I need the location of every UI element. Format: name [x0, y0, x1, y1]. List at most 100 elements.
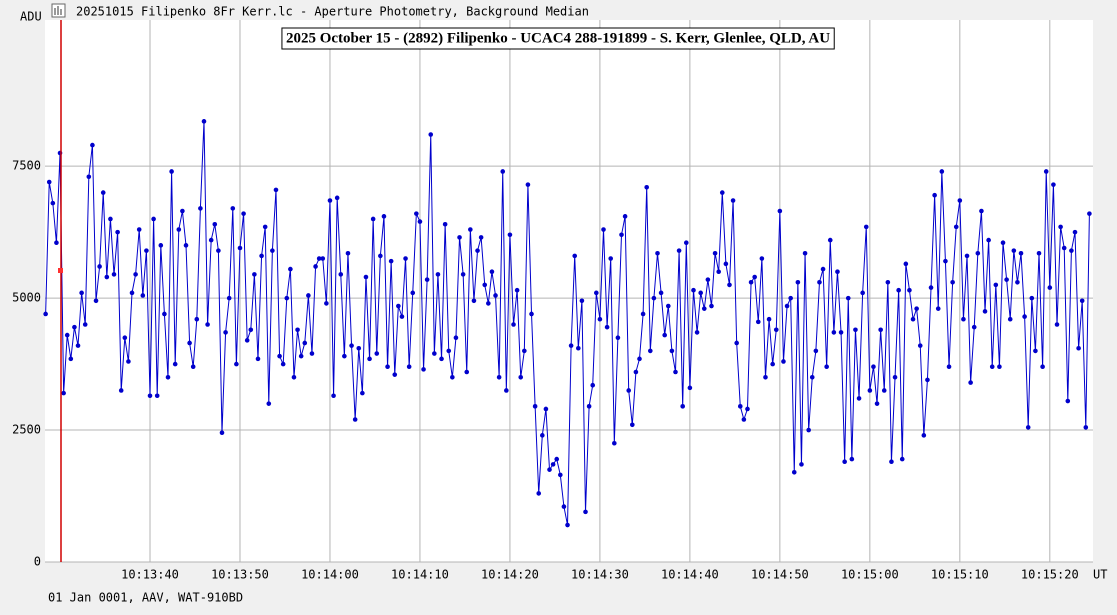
- data-point: [126, 359, 131, 364]
- data-point: [874, 401, 880, 406]
- data-point: [198, 206, 203, 211]
- x-tick-label: 10:14:10: [391, 568, 449, 582]
- data-point: [853, 327, 858, 333]
- data-point: [540, 433, 545, 438]
- data-point: [374, 351, 380, 356]
- data-point: [867, 388, 873, 393]
- data-point: [428, 132, 434, 137]
- data-point: [849, 456, 855, 462]
- data-point: [961, 316, 966, 322]
- data-point: [313, 264, 318, 269]
- data-point: [1007, 316, 1013, 322]
- data-point: [288, 266, 293, 272]
- data-point: [809, 374, 815, 380]
- data-point: [892, 374, 898, 380]
- data-point: [842, 459, 847, 465]
- data-point: [856, 396, 862, 401]
- data-point: [176, 227, 182, 232]
- data-point: [327, 198, 333, 203]
- data-point: [504, 388, 509, 393]
- data-point: [795, 279, 801, 285]
- data-point: [140, 293, 146, 298]
- data-point: [903, 261, 909, 267]
- data-point: [334, 195, 340, 201]
- data-point: [75, 343, 81, 348]
- data-point: [784, 303, 790, 309]
- data-point: [709, 303, 714, 309]
- data-point: [446, 348, 452, 354]
- data-point: [741, 417, 747, 422]
- data-point: [1029, 295, 1035, 301]
- data-point: [676, 248, 682, 253]
- data-point: [385, 364, 390, 370]
- data-point: [255, 356, 261, 362]
- data-point: [262, 224, 268, 230]
- data-point: [968, 380, 973, 385]
- y-tick-label: 5000: [12, 291, 41, 305]
- data-point: [345, 250, 351, 256]
- data-point: [827, 237, 833, 243]
- data-point: [1043, 169, 1049, 174]
- data-point: [424, 277, 430, 282]
- data-point: [1047, 285, 1053, 290]
- data-point: [932, 192, 937, 198]
- data-point: [558, 472, 563, 478]
- data-point: [79, 290, 84, 296]
- data-point: [349, 343, 354, 348]
- data-point: [316, 256, 322, 261]
- data-point: [1011, 248, 1017, 253]
- data-point: [705, 277, 711, 282]
- data-point: [752, 274, 757, 280]
- data-point: [957, 198, 963, 203]
- data-point: [450, 374, 455, 380]
- data-point: [777, 208, 783, 214]
- data-point: [633, 369, 639, 375]
- data-point: [237, 245, 243, 251]
- data-point: [352, 417, 358, 422]
- data-point: [950, 279, 955, 285]
- data-point: [500, 169, 506, 174]
- data-point: [701, 306, 707, 311]
- data-point: [266, 401, 272, 406]
- data-point: [1076, 345, 1081, 351]
- data-point: [482, 282, 488, 288]
- data-point: [216, 248, 221, 253]
- data-point: [82, 322, 88, 327]
- data-point: [964, 253, 970, 259]
- data-point: [54, 240, 59, 246]
- data-point: [1040, 364, 1045, 370]
- data-point: [144, 248, 149, 253]
- data-point: [219, 430, 225, 436]
- data-point: [118, 388, 124, 393]
- data-point: [579, 298, 585, 304]
- data-point: [280, 361, 286, 367]
- data-point: [716, 269, 721, 275]
- data-point: [108, 216, 113, 222]
- data-point: [147, 393, 153, 399]
- data-point: [208, 237, 214, 243]
- data-point: [360, 390, 365, 396]
- window-title: 20251015 Filipenko 8Fr Kerr.lc - Apertur…: [76, 5, 589, 19]
- data-point: [554, 456, 560, 462]
- data-point: [457, 235, 462, 240]
- data-point: [612, 440, 617, 446]
- data-point: [727, 282, 732, 288]
- data-point: [1004, 277, 1009, 282]
- x-tick-label: 10:14:20: [481, 568, 539, 582]
- data-point: [273, 187, 279, 193]
- data-point: [608, 256, 614, 261]
- data-point: [788, 295, 793, 301]
- data-point: [453, 335, 459, 341]
- data-point: [532, 404, 538, 409]
- data-point: [763, 374, 768, 380]
- data-point: [1000, 240, 1006, 246]
- data-point: [406, 364, 412, 370]
- data-point: [997, 364, 1002, 370]
- x-tick-label: 10:14:40: [661, 568, 719, 582]
- data-point: [190, 364, 196, 370]
- x-tick-label: 10:13:40: [121, 568, 179, 582]
- data-point: [594, 290, 599, 296]
- data-point: [989, 364, 995, 370]
- data-point: [93, 298, 99, 304]
